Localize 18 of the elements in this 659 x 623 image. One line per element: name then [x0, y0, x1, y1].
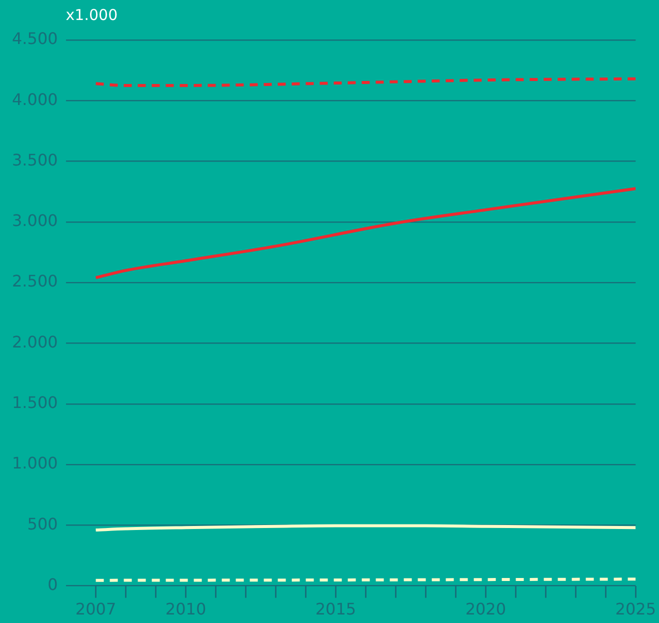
x-tick-label: 2025: [615, 600, 656, 619]
y-tick-label: 1.000: [12, 454, 58, 473]
y-tick-label: 3.000: [12, 211, 58, 230]
y-tick-label: 2.500: [12, 272, 58, 291]
y-tick-label: 1.500: [12, 393, 58, 412]
y-tick-label: 4.500: [12, 29, 58, 48]
y-tick-label: 500: [27, 514, 58, 534]
y-tick-label: 2.000: [12, 332, 58, 352]
x-tick-label: 2007: [75, 600, 116, 619]
y-axis-title: x1.000: [66, 6, 118, 24]
x-tick-label: 2010: [165, 600, 206, 619]
x-tick-label: 2020: [465, 600, 506, 619]
y-tick-label: 3.500: [12, 150, 58, 170]
y-tick-label: 0: [48, 574, 58, 594]
line-series: [94, 187, 636, 280]
line-series: [94, 77, 636, 87]
y-tick-label: 4.000: [12, 90, 58, 109]
x-tick-label: 2015: [315, 600, 356, 619]
